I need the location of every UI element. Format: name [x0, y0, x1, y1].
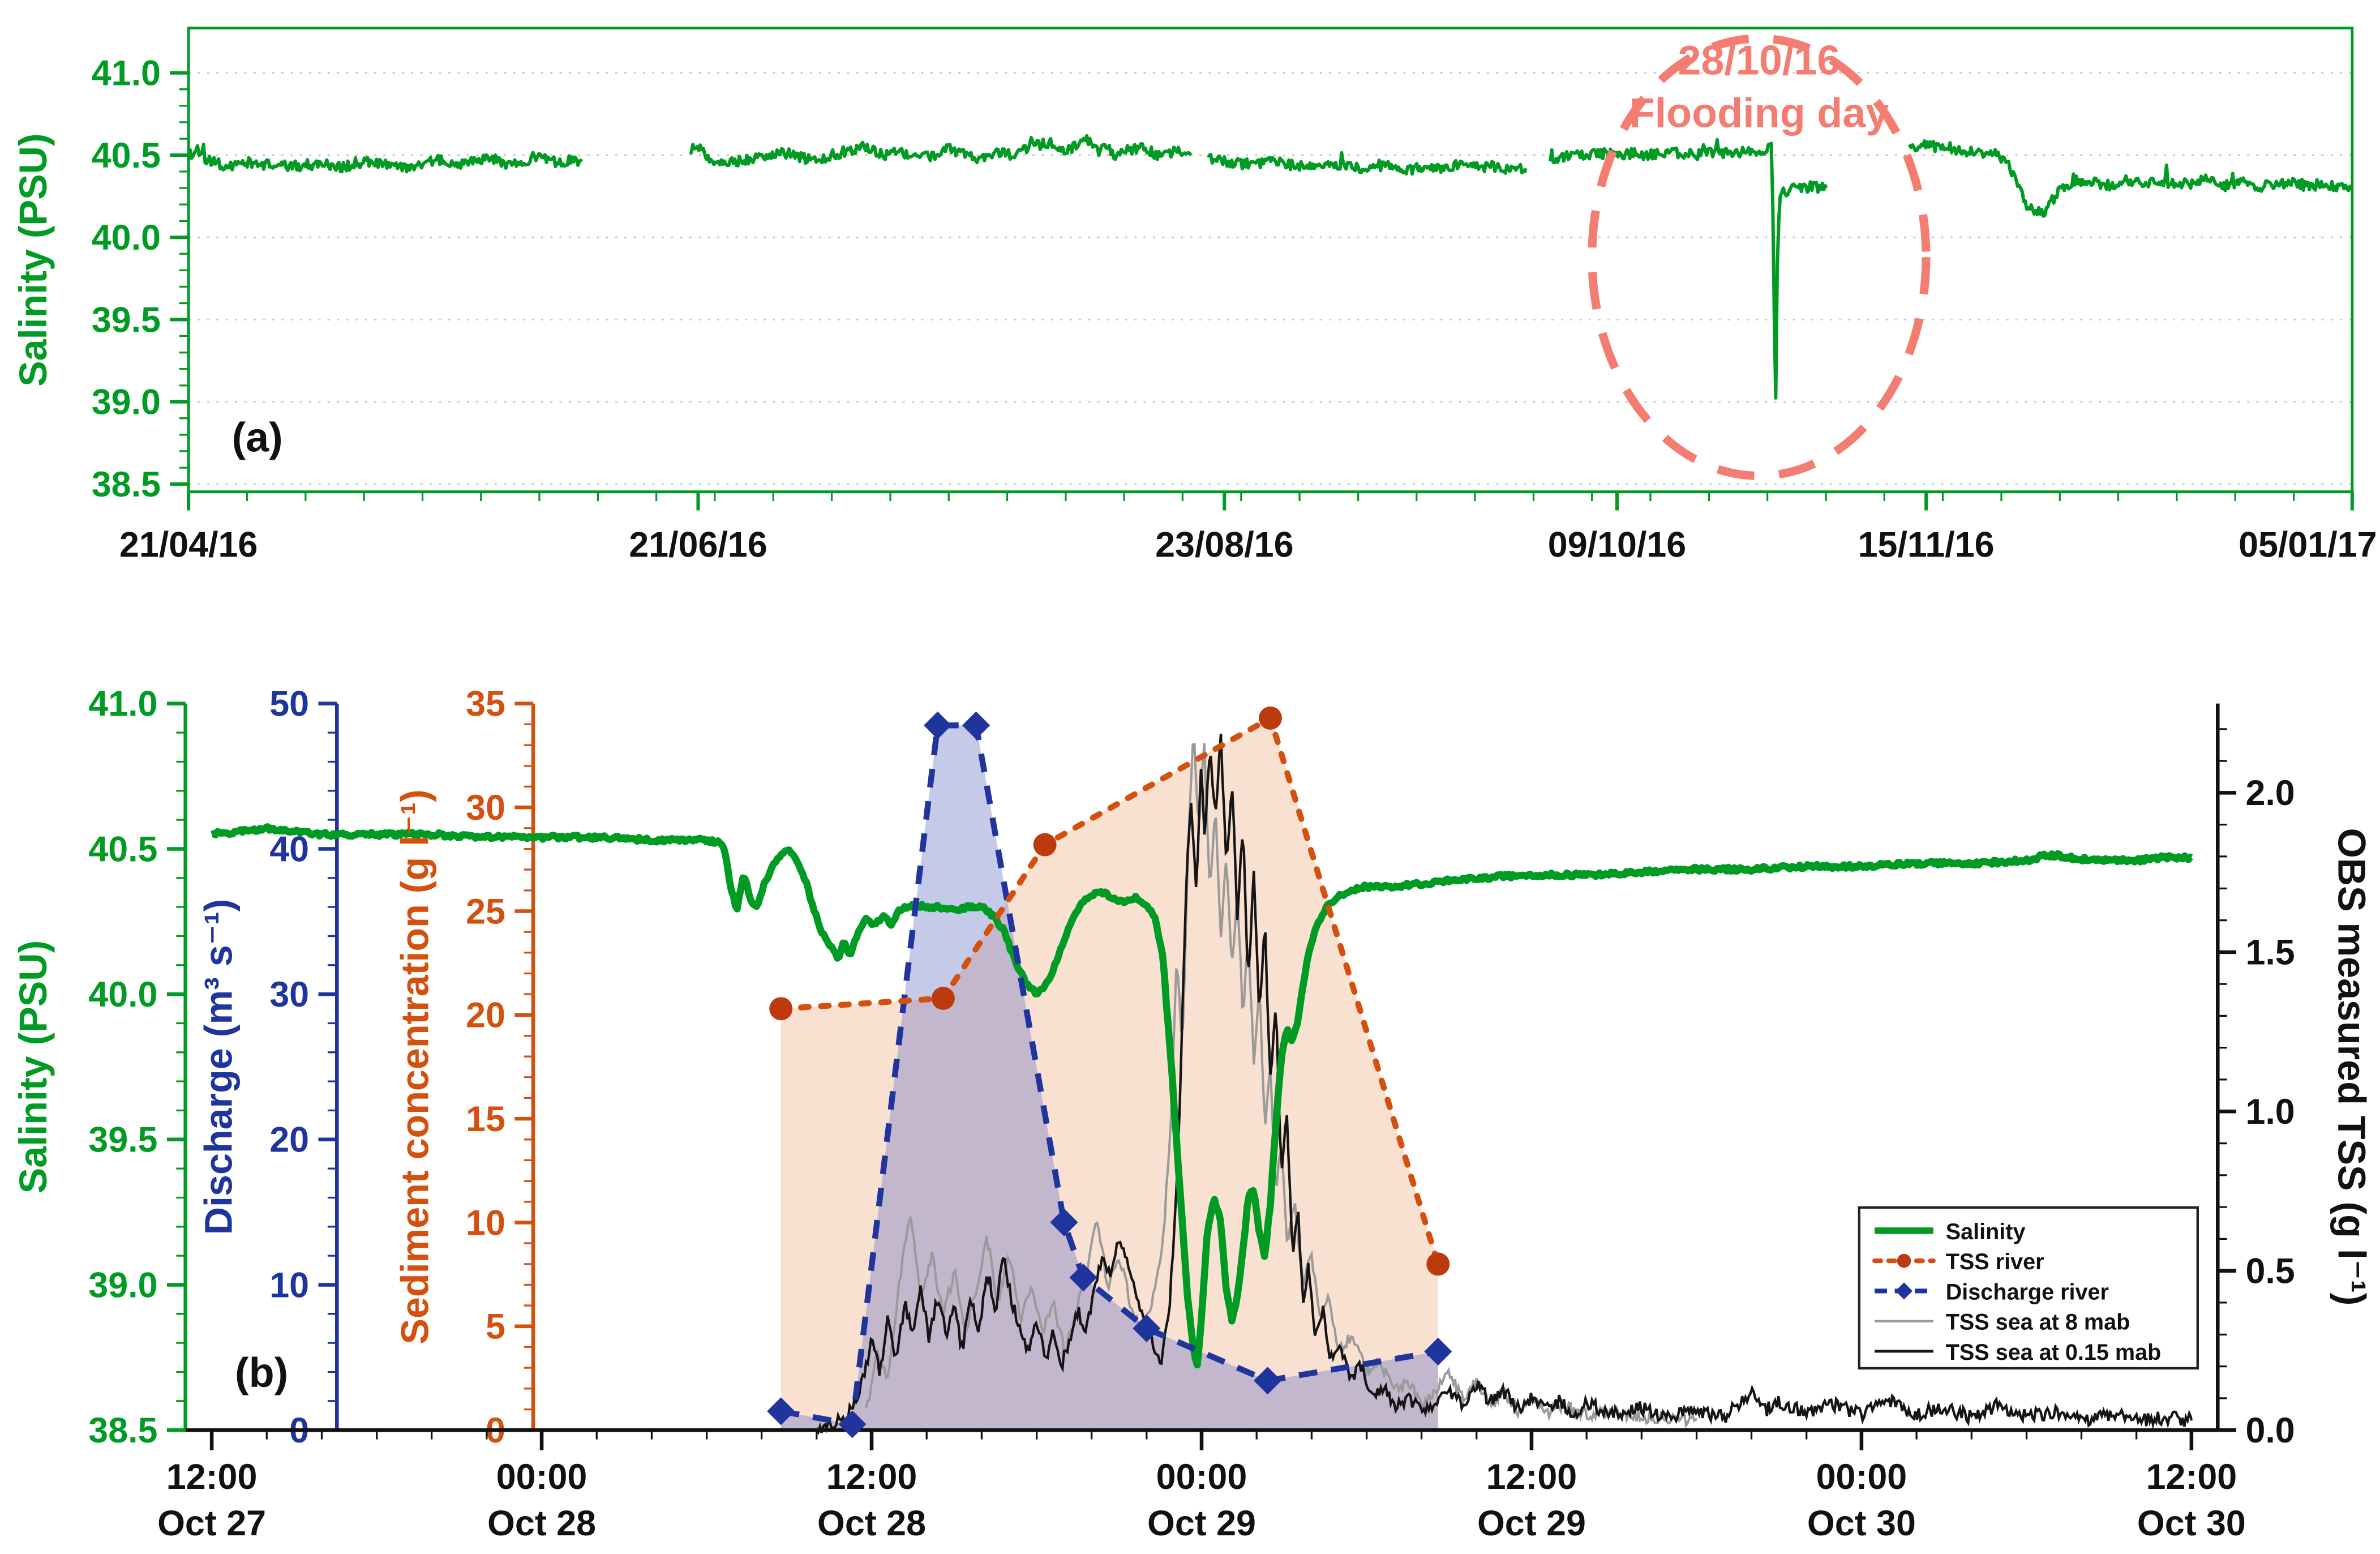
- discharge-diamond-marker: [962, 711, 990, 739]
- discharge-river-line: [780, 722, 1439, 1428]
- tick-label-discharge: 20: [269, 1120, 309, 1160]
- x-tick-label-a: 05/01/17: [2239, 525, 2377, 564]
- panel-label-b: (b): [235, 1349, 288, 1396]
- tick-label-sediment: 15: [466, 1099, 505, 1139]
- x-tick-time-b: 12:00: [826, 1457, 917, 1497]
- ylabel-sediment-b: Sediment concentration (g l⁻¹): [393, 789, 436, 1344]
- tick-label-sediment: 5: [486, 1307, 505, 1347]
- tick-label-salinity: 39.5: [88, 1120, 157, 1160]
- salinity-series-b: [210, 823, 2194, 1369]
- x-tick-time-b: 12:00: [166, 1457, 258, 1497]
- tick-label-discharge: 50: [269, 684, 309, 724]
- x-tick-time-b: 12:00: [2146, 1457, 2237, 1497]
- tick-label-salinity: 40.0: [88, 975, 157, 1014]
- discharge-diamond-marker: [1069, 1264, 1097, 1292]
- discharge-diamond-marker: [1050, 1208, 1078, 1236]
- legend: Salinity TSS river Discharge river TSS sea …: [1858, 1206, 2199, 1370]
- y-tick-label-a: 41.0: [92, 54, 161, 93]
- tss-river-circle-marker: [769, 997, 793, 1021]
- tick-label-sediment: 35: [466, 684, 505, 724]
- tick-label-salinity: 39.0: [88, 1265, 157, 1305]
- x-tick-time-b: 00:00: [496, 1457, 588, 1497]
- x-tick-label-a: 21/06/16: [629, 525, 767, 564]
- tick-label-salinity: 40.5: [88, 829, 157, 869]
- panel-b: 38.539.039.540.040.541.00102030405005101…: [12, 684, 2373, 1543]
- salinity-segment: [689, 134, 1193, 168]
- legend-label: TSS river: [1946, 1249, 2044, 1274]
- y-tick-label-a: 40.0: [92, 218, 161, 258]
- tss-river-circle-marker: [931, 987, 955, 1010]
- x-tick-time-b: 12:00: [1486, 1457, 1577, 1497]
- x-tick-time-b: 00:00: [1156, 1457, 1247, 1497]
- discharge-diamond-marker: [924, 711, 952, 739]
- tick-label-obs_tss: 2.0: [2245, 773, 2295, 813]
- tick-label-salinity: 38.5: [88, 1411, 157, 1450]
- discharge-diamond-marker: [1424, 1337, 1452, 1366]
- tss-river-circle-marker: [1426, 1252, 1450, 1276]
- x-tick-date-b: Oct 30: [2137, 1504, 2246, 1543]
- y-tick-label-a: 40.5: [92, 136, 161, 175]
- plot-frame-a: [187, 27, 2354, 494]
- tick-label-sediment: 20: [466, 996, 505, 1035]
- tick-label-sediment: 25: [466, 892, 505, 931]
- x-tick-label-a: 09/10/16: [1548, 525, 1686, 564]
- x-tick-date-b: Oct 27: [157, 1504, 266, 1543]
- discharge-diamond-marker: [1253, 1367, 1282, 1395]
- tss-sea-015mab-line: [815, 733, 2193, 1436]
- flood-annotation-line1: 28/10/16: [1678, 36, 1840, 83]
- legend-circle-marker: [1897, 1253, 1911, 1268]
- tick-label-discharge: 30: [269, 975, 309, 1014]
- ylabel-obs-tss-b: OBS measured TSS (g l⁻¹): [2330, 828, 2373, 1306]
- discharge-diamond-marker: [1133, 1314, 1161, 1343]
- tss-river-circle-marker: [1259, 706, 1282, 730]
- discharge-diamond-marker: [838, 1410, 867, 1439]
- tick-label-salinity: 41.0: [88, 684, 157, 724]
- salinity-segment: [1907, 139, 2353, 218]
- x-tick-date-b: Oct 29: [1147, 1504, 1256, 1543]
- salinity-segment: [1207, 151, 1527, 176]
- x-tick-date-b: Oct 30: [1807, 1504, 1916, 1543]
- x-tick-label-a: 15/11/16: [1858, 525, 1995, 564]
- tick-label-discharge: 40: [269, 829, 309, 869]
- panel-a: 38.5 39.0 39.5 40.0 40.5 41.0 21/04/16 21/06/16…: [12, 27, 2377, 564]
- tick-label-obs_tss: 0.0: [2245, 1411, 2295, 1450]
- tick-label-obs_tss: 1.5: [2245, 933, 2295, 973]
- x-tick-date-b: Oct 28: [817, 1504, 926, 1543]
- x-tick-date-b: Oct 28: [487, 1504, 596, 1543]
- tick-label-obs_tss: 0.5: [2245, 1252, 2295, 1291]
- ylabel-salinity-b: Salinity (PSU): [12, 940, 55, 1194]
- legend-label: Discharge river: [1946, 1279, 2109, 1304]
- tick-label-sediment: 30: [466, 788, 505, 828]
- panel-label-a: (a): [232, 414, 283, 461]
- salinity-series-a: [187, 134, 2353, 400]
- legend-box: [1858, 1206, 2199, 1370]
- flood-annotation-line2: Flooding day: [1629, 89, 1889, 136]
- sediment-fill: [781, 718, 1438, 1431]
- discharge-diamond-marker: [767, 1397, 795, 1425]
- legend-label: TSS sea at 8 mab: [1946, 1310, 2130, 1335]
- y-tick-label-a: 39.5: [92, 300, 161, 340]
- y-tick-label-a: 39.0: [92, 383, 161, 422]
- tick-label-discharge: 10: [269, 1265, 309, 1305]
- x-tick-date-b: Oct 29: [1477, 1504, 1586, 1543]
- x-tick-label-a: 23/08/16: [1155, 525, 1293, 564]
- tick-label-sediment: 10: [466, 1203, 505, 1243]
- discharge-fill: [781, 725, 1438, 1431]
- tick-label-obs_tss: 1.0: [2245, 1092, 2295, 1132]
- y-tick-label-a: 38.5: [92, 465, 161, 504]
- salinity-segment: [1549, 138, 1828, 400]
- tss-river-circle-marker: [1033, 833, 1057, 857]
- x-tick-time-b: 00:00: [1816, 1457, 1907, 1497]
- x-tick-label-a: 21/04/16: [119, 525, 258, 564]
- salinity-segment: [187, 143, 583, 174]
- legend-label: Salinity: [1946, 1219, 2026, 1244]
- ylabel-a: Salinity (PSU): [12, 133, 55, 387]
- legend-label: TSS sea at 0.15 mab: [1946, 1340, 2162, 1365]
- ylabel-discharge-b: Discharge (m³ s⁻¹): [198, 899, 241, 1235]
